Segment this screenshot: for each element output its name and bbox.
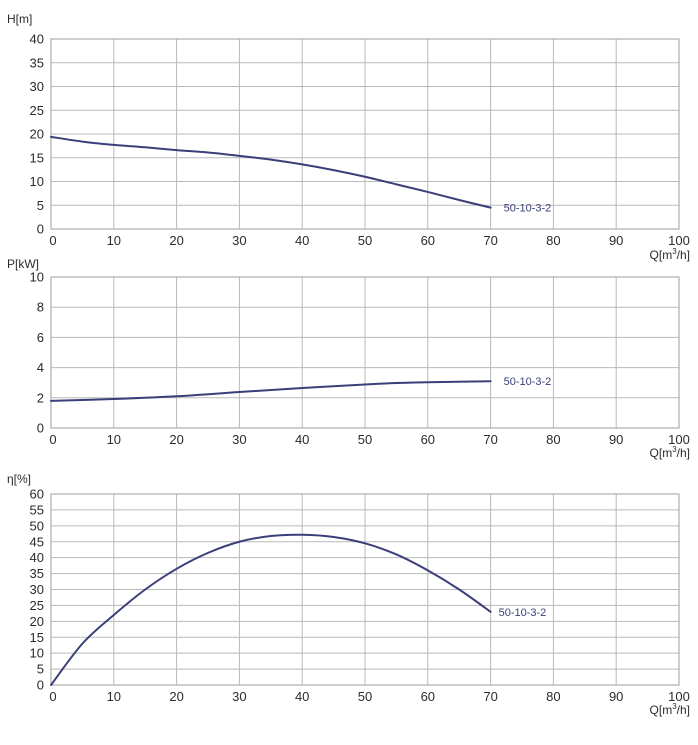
y-axis-label: P[kW]: [7, 257, 39, 271]
y-tick-label: 35: [30, 55, 44, 70]
x-tick-label: 50: [358, 432, 372, 447]
plot-frame: [50, 38, 680, 230]
y-tick-label: 55: [30, 502, 44, 517]
x-tick-label: 60: [421, 432, 435, 447]
x-tick-label: 70: [483, 233, 497, 248]
y-tick-label: 45: [30, 534, 44, 549]
y-tick-label: 0: [37, 421, 44, 436]
x-axis-label-sup: 3: [672, 445, 677, 454]
y-tick-label: 60: [30, 487, 44, 502]
x-tick-label: 0: [49, 689, 56, 704]
y-axis-label: η[%]: [7, 472, 31, 486]
x-axis-label: Q[m3/h]: [650, 445, 690, 460]
x-tick-label: 80: [546, 233, 560, 248]
series-label: 50-10-3-2: [499, 607, 547, 619]
y-tick-label: 20: [30, 614, 44, 629]
x-tick-label: 50: [358, 689, 372, 704]
x-tick-label: 50: [358, 233, 372, 248]
plot-frame: [50, 276, 680, 429]
x-tick-label: 40: [295, 432, 309, 447]
x-tick-label: 60: [421, 233, 435, 248]
x-tick-label: 90: [609, 689, 623, 704]
y-axis-label: H[m]: [7, 12, 32, 26]
x-tick-label: 20: [169, 689, 183, 704]
x-axis-label-suffix: /h]: [677, 446, 690, 460]
x-tick-label: 10: [107, 689, 121, 704]
x-tick-label: 20: [169, 432, 183, 447]
y-tick-label: 30: [30, 582, 44, 597]
x-axis-label-suffix: /h]: [677, 703, 690, 717]
series-label: 50-10-3-2: [504, 203, 552, 215]
x-tick-label: 100: [668, 233, 690, 248]
y-tick-label: 2: [37, 390, 44, 405]
y-tick-label: 35: [30, 566, 44, 581]
x-tick-label: 80: [546, 689, 560, 704]
chart-1: 0 5 10 15 20 25 30 35 40 0 10 20 30 40 50 60 70 80 90 100 H[…: [7, 12, 690, 262]
y-tick-label: 25: [30, 598, 44, 613]
x-tick-label: 10: [107, 432, 121, 447]
x-axis-label-prefix: Q[m: [650, 703, 673, 717]
series-line: [50, 135, 492, 209]
x-tick-label: 30: [232, 432, 246, 447]
y-tick-label: 10: [30, 270, 44, 285]
y-tick-label: 40: [30, 550, 44, 565]
x-axis-label: Q[m3/h]: [650, 702, 690, 717]
series-line: [50, 380, 492, 402]
x-axis-label-suffix: /h]: [677, 248, 690, 262]
x-tick-label: 80: [546, 432, 560, 447]
x-axis-label-prefix: Q[m: [650, 446, 673, 460]
x-tick-label: 60: [421, 689, 435, 704]
plot-frame: [50, 493, 680, 686]
x-axis-label: Q[m3/h]: [650, 247, 690, 262]
y-tick-label: 5: [37, 662, 44, 677]
y-tick-label: 5: [37, 198, 44, 213]
y-tick-label: 20: [30, 127, 44, 142]
x-tick-label: 30: [232, 689, 246, 704]
y-tick-label: 15: [30, 630, 44, 645]
y-tick-label: 50: [30, 518, 44, 533]
y-tick-label: 10: [30, 646, 44, 661]
x-tick-label: 10: [107, 233, 121, 248]
x-tick-label: 30: [232, 233, 246, 248]
x-tick-label: 40: [295, 689, 309, 704]
y-tick-label: 15: [30, 150, 44, 165]
x-tick-label: 40: [295, 233, 309, 248]
x-axis-label-prefix: Q[m: [650, 248, 673, 262]
y-tick-label: 4: [37, 360, 44, 375]
x-tick-label: 90: [609, 432, 623, 447]
y-tick-label: 40: [30, 32, 44, 47]
y-tick-label: 25: [30, 103, 44, 118]
x-axis-label-sup: 3: [672, 247, 677, 256]
y-tick-label: 8: [37, 300, 44, 315]
x-tick-label: 70: [483, 689, 497, 704]
x-tick-label: 0: [49, 233, 56, 248]
series-label: 50-10-3-2: [504, 376, 552, 388]
x-tick-label: 70: [483, 432, 497, 447]
y-tick-label: 0: [37, 678, 44, 693]
y-tick-label: 30: [30, 79, 44, 94]
x-tick-label: 90: [609, 233, 623, 248]
x-tick-label: 100: [668, 689, 690, 704]
series-line: [50, 533, 492, 686]
x-tick-label: 100: [668, 432, 690, 447]
y-tick-label: 0: [37, 222, 44, 237]
y-tick-label: 6: [37, 330, 44, 345]
x-axis-label-sup: 3: [672, 702, 677, 711]
x-tick-label: 20: [169, 233, 183, 248]
x-tick-label: 0: [49, 432, 56, 447]
y-tick-label: 10: [30, 174, 44, 189]
